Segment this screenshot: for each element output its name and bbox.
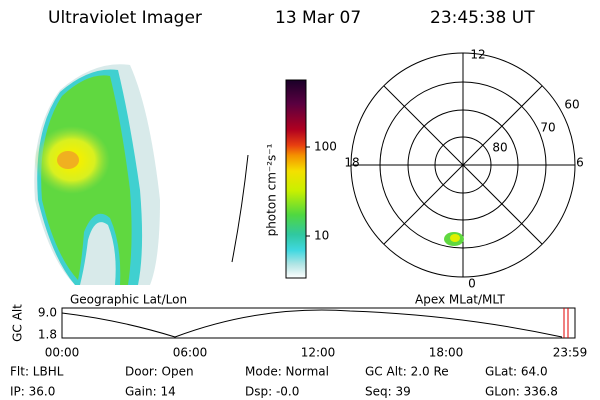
colorbar-tick-label: 10 (314, 229, 329, 243)
info-field: GLon: 336.8 (485, 385, 558, 399)
altitude-curve (61, 309, 563, 338)
info-field: GLat: 64.0 (485, 365, 548, 379)
info-table: Flt: LBHL Door: Open Mode: Normal GC Alt: 2… (10, 365, 558, 399)
timeline-title: Apex MLat/MLT (415, 293, 505, 307)
timeline-frame (61, 307, 576, 339)
title: Ultraviolet Imager (48, 8, 202, 28)
hour-label: 18 (344, 156, 359, 170)
info-field: Door: Open (125, 365, 194, 379)
lat-label: 70 (540, 121, 555, 135)
timeline-x-tick: 00:00 (45, 346, 80, 360)
timeline-x-tick: 12:00 (301, 346, 336, 360)
polar-aurora (450, 234, 460, 242)
timeline-y-tick: 1.8 (38, 328, 57, 342)
colorbar-tick-label: 100 (314, 140, 337, 154)
auroral-image (34, 64, 160, 286)
polar-grid (350, 52, 576, 278)
hour-label: 6 (576, 156, 584, 170)
info-field: Dsp: -0.0 (245, 385, 299, 399)
timeline-y-label: GC Alt (11, 304, 25, 342)
info-field: GC Alt: 2.0 Re (365, 365, 449, 379)
timeline-x-tick: 23:59 (553, 346, 588, 360)
lat-label: 80 (492, 141, 507, 155)
hour-label: 0 (468, 277, 476, 291)
info-field: Mode: Normal (245, 365, 329, 379)
timeline-title: Geographic Lat/Lon (70, 293, 187, 307)
time: 23:45:38 UT (430, 8, 535, 28)
colorbar-label: photon cm⁻²s⁻¹ (265, 143, 279, 236)
timeline-x-tick: 18:00 (429, 346, 464, 360)
hour-label: 12 (470, 48, 485, 62)
info-field: IP: 36.0 (10, 385, 55, 399)
info-field: Seq: 39 (365, 385, 411, 399)
colorbar (285, 79, 307, 279)
timeline-y-tick: 9.0 (38, 306, 57, 320)
date: 13 Mar 07 (275, 8, 361, 28)
info-field: Gain: 14 (125, 385, 176, 399)
timeline-x-tick: 06:00 (173, 346, 208, 360)
info-field: Flt: LBHL (10, 365, 64, 379)
lat-label: 60 (564, 98, 579, 112)
limb-line (231, 154, 249, 263)
